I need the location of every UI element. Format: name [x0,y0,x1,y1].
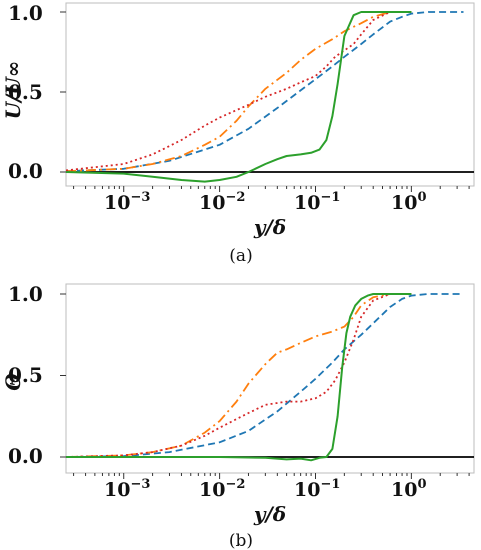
series-line-solid [65,11,412,183]
series-line-dashed [65,11,464,173]
x-tick-label: 10−2 [199,477,245,501]
series-line-solid [66,293,412,462]
series-group [60,11,474,192]
y-tick-label: 0.0 [8,159,43,183]
panel-caption: (b) [229,531,253,550]
series-line-dotted [65,11,412,172]
chart-panel-b: 1.0 0.5 0.0 10−3 10−2 10−1 100 y/δ Θ (b) [1,282,475,550]
x-tick-label: 10−3 [104,477,150,501]
x-axis-title: y/δ [253,215,286,239]
x-tick-label: 10−2 [199,190,245,214]
y-axis-title: Θ [1,373,25,391]
plot-frame [65,283,475,474]
x-tick-label: 10−1 [294,477,340,501]
y-tick-label: 0.5 [8,80,43,104]
y-tick-label: 1.0 [8,282,43,306]
y-axis-title: U/U∞ [1,61,25,120]
y-tick-label: 1.0 [8,1,43,25]
series-line-dotted [65,293,412,458]
series-line-dashed [65,293,464,458]
x-tick-label: 100 [391,477,427,501]
x-tick-label: 10−3 [104,190,150,214]
x-axis-title: y/δ [253,502,286,526]
x-tick-label: 10−1 [294,190,340,214]
y-tick-label: 0.0 [8,444,43,468]
panel-caption: (a) [229,246,252,266]
series-line-dashdot [65,293,412,458]
chart-panel-a: 1.0 0.5 0.0 10−3 10−2 10−1 100 y/δ U/U∞ … [1,1,475,266]
series-group [60,293,474,479]
y-tick-label: 0.5 [8,363,43,387]
x-tick-label: 100 [391,190,427,214]
